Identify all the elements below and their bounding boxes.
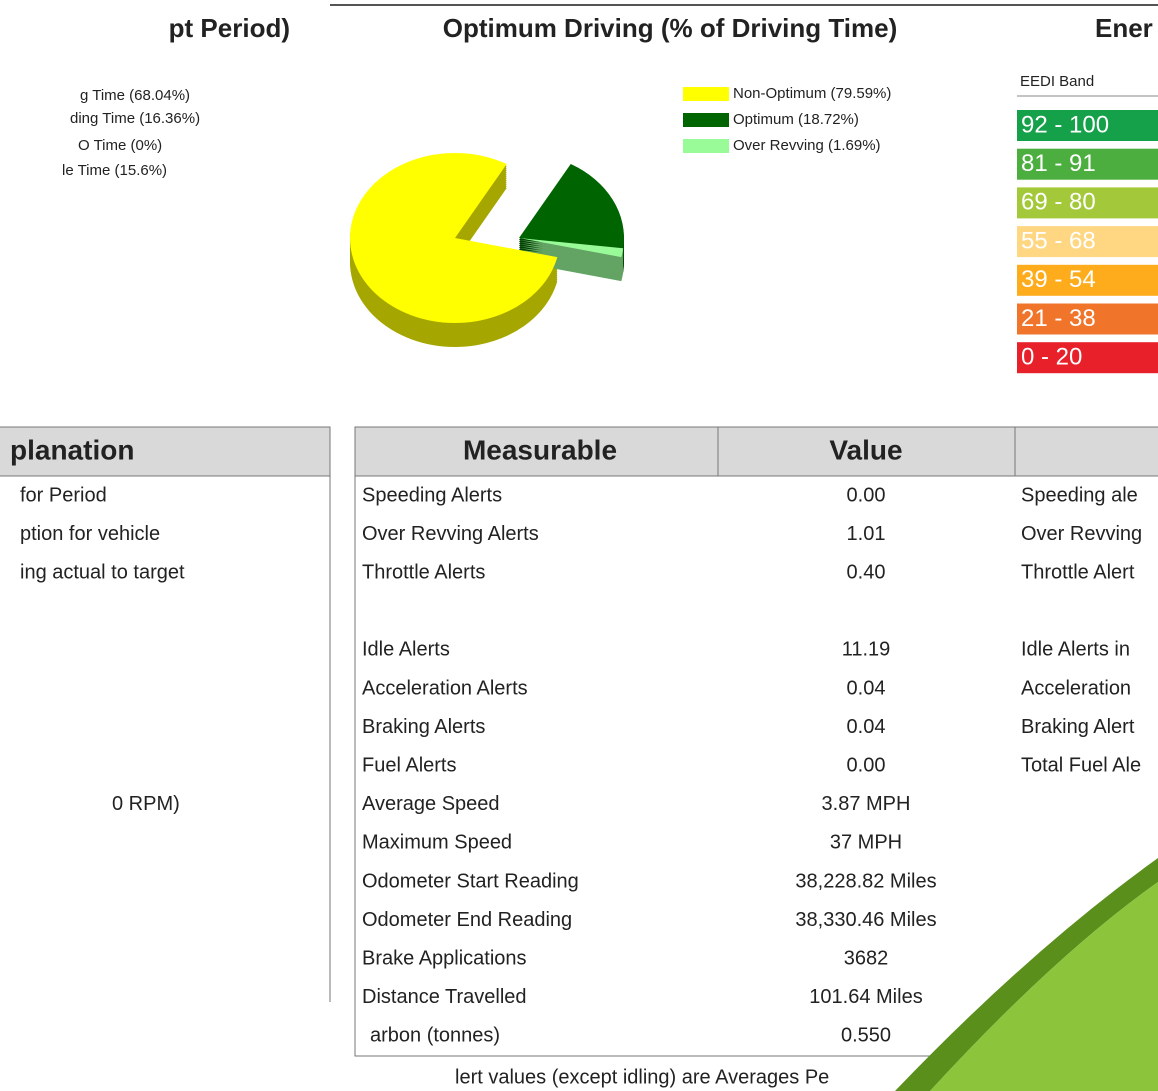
table-cell: 101.64 Miles (809, 986, 922, 1008)
eedi-band-label: 69 - 80 (1021, 189, 1096, 216)
legend-swatch (683, 139, 729, 153)
table-cell: 0.04 (847, 716, 886, 738)
table-cell: Throttle Alert (1021, 561, 1135, 583)
eedi-band-label: 39 - 54 (1021, 266, 1096, 293)
legend-label: Optimum (18.72%) (733, 111, 859, 128)
white-overlay (330, 1057, 450, 1091)
table-cell: 0.550 (841, 1025, 891, 1047)
eedi-header: EEDI Band (1020, 73, 1094, 90)
legend-label: Over Revving (1.69%) (733, 137, 881, 154)
decor-swoosh (930, 882, 1158, 1091)
eedi-band-label: 0 - 20 (1021, 344, 1082, 371)
table-cell: 0.00 (847, 484, 886, 506)
table-cell: 38,330.46 Miles (795, 909, 936, 931)
table-cell: Acceleration (1021, 677, 1131, 699)
report: pt Period) Optimum Driving (% of Driving… (0, 0, 1158, 1091)
table-cell: Throttle Alerts (362, 561, 485, 583)
footnote: lert values (except idling) are Averages… (455, 1066, 829, 1088)
eedi-title: Ener (1095, 13, 1153, 43)
column-header: Measurable (463, 434, 617, 465)
table-cell: Acceleration Alerts (362, 677, 528, 699)
legend-label: g Time (68.04%) (80, 87, 190, 104)
table-cell: 0.40 (847, 561, 886, 583)
legend-label: le Time (15.6%) (62, 162, 167, 179)
table-cell: Over Revving (1021, 523, 1142, 545)
table-cell: 3.87 MPH (822, 793, 911, 815)
eedi-band-label: 21 - 38 (1021, 305, 1096, 332)
table-cell: Distance Travelled (362, 986, 527, 1008)
table-cell: Odometer Start Reading (362, 870, 579, 892)
table-cell: 0.00 (847, 754, 886, 776)
column-header: Value (829, 434, 902, 465)
explanation-cell: for Period (20, 484, 107, 506)
legend-swatch (683, 113, 729, 127)
table-cell: Total Fuel Ale (1021, 754, 1141, 776)
eedi-band-label: 55 - 68 (1021, 227, 1096, 254)
table-cell: 1.01 (847, 523, 886, 545)
explanation-cell: 0 RPM) (112, 793, 180, 815)
chart-title: Optimum Driving (% of Driving Time) (443, 13, 898, 43)
table-cell: arbon (tonnes) (370, 1025, 500, 1047)
explanation-cell: ing actual to target (20, 561, 185, 583)
eedi-band-label: 92 - 100 (1021, 111, 1109, 138)
legend-label: Non-Optimum (79.59%) (733, 85, 891, 102)
table-cell: Brake Applications (362, 947, 527, 969)
table-cell: Odometer End Reading (362, 909, 572, 931)
explanation-cell: ption for vehicle (20, 523, 160, 545)
table-cell: 0.04 (847, 677, 886, 699)
explanation-header: planation (10, 434, 134, 465)
table-cell: Braking Alerts (362, 716, 485, 738)
table-cell: Average Speed (362, 793, 500, 815)
table-cell: Speeding ale (1021, 484, 1138, 506)
table-cell: Fuel Alerts (362, 754, 456, 776)
table-cell: Speeding Alerts (362, 484, 502, 506)
legend-label: O Time (0%) (78, 137, 162, 154)
table-cell: 3682 (844, 947, 889, 969)
table-cell: Maximum Speed (362, 832, 512, 854)
table-cell: Over Revving Alerts (362, 523, 539, 545)
legend-label: ding Time (16.36%) (70, 110, 200, 127)
table-cell: Idle Alerts (362, 639, 450, 661)
legend-swatch (683, 87, 729, 101)
table-cell: 38,228.82 Miles (795, 870, 936, 892)
table-cell: 11.19 (842, 639, 891, 661)
eedi-band-label: 81 - 91 (1021, 150, 1096, 177)
left-chart-title: pt Period) (169, 13, 290, 43)
table-cell: 37 MPH (830, 832, 902, 854)
table-cell: Idle Alerts in (1021, 639, 1130, 661)
white-overlay (0, 1002, 352, 1091)
pie-slice (519, 164, 624, 248)
table-cell: Braking Alert (1021, 716, 1135, 738)
